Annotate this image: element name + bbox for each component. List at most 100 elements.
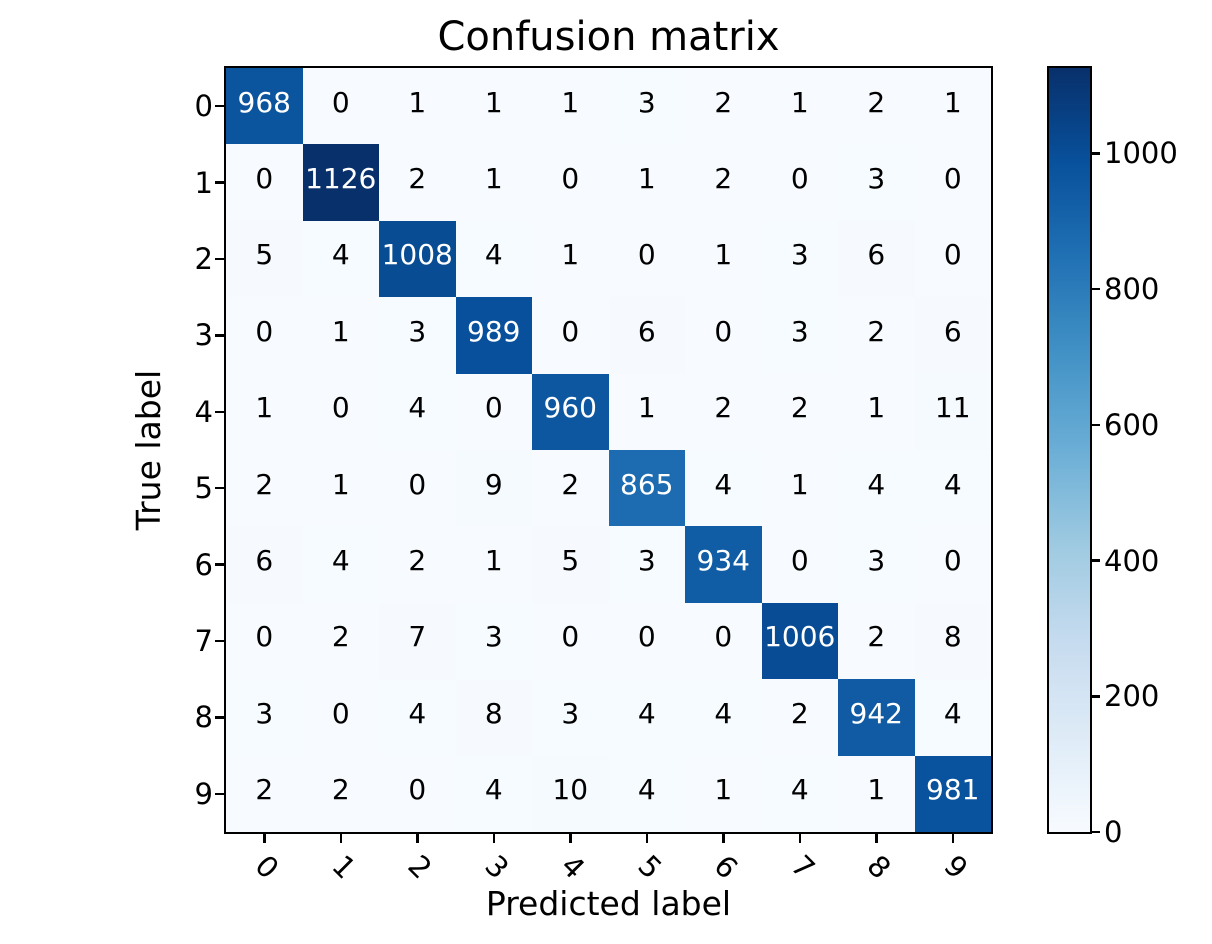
cell-value: 3 [484,620,503,654]
cell-value: 9 [484,467,503,501]
cell-value: 4 [867,467,886,501]
cell-value: 1006 [764,620,836,654]
cell-value: 0 [637,238,656,272]
cell-value: 1 [790,467,809,501]
cell-value: 4 [408,391,427,425]
y-tick-mark [215,257,224,261]
heatmap-cell: 4 [914,450,991,527]
cell-value: 0 [714,314,733,348]
heatmap-cell: 6 [914,297,991,374]
cell-value: 865 [620,467,674,501]
heatmap-cell: 4 [761,755,838,832]
x-tick-mark [875,834,878,843]
heatmap-plot-area: 968 0 1 1 1 3 2 1 2 1 0 1126 2 1 0 1 2 0 3 0 5 4 1008 4 1 0 1 3 6 0 0 1… [224,66,993,834]
heatmap-cell: 3 [761,220,838,298]
cell-value: 2 [867,85,886,119]
heatmap-cell: 2 [226,755,303,832]
heatmap-cell: 4 [685,679,762,756]
cell-value: 6 [637,314,656,348]
heatmap-cell: 2 [838,68,915,145]
heatmap-cell: 3 [455,602,532,680]
colorbar-tick-mark [1092,287,1100,291]
cell-value: 0 [484,391,503,425]
cell-value: 2 [790,391,809,425]
y-tick-label: 1 [194,165,213,200]
heatmap-cell: 4 [379,679,456,756]
cell-value: 1 [943,85,962,119]
cell-value: 6 [943,314,962,348]
heatmap-cell: 4 [608,679,685,756]
cell-value: 1 [714,773,733,807]
heatmap-cell: 3 [226,679,303,756]
cell-value: 981 [926,773,980,807]
cell-value: 934 [696,544,750,578]
cell-value: 10 [552,773,589,807]
cell-value: 4 [484,773,503,807]
heatmap-cell: 0 [608,602,685,680]
heatmap-cell: 0 [455,373,532,450]
y-tick-mark [215,410,224,414]
y-tick-label: 9 [194,776,213,811]
cell-value: 6 [255,544,274,578]
heatmap-cell: 5 [532,526,609,603]
y-tick-mark [215,104,224,108]
colorbar-tick-mark [1092,830,1100,834]
cell-value: 0 [255,620,274,654]
x-tick-mark [492,834,495,843]
y-axis-label: True label [129,369,168,531]
heatmap-cell: 2 [838,602,915,680]
heatmap-cell: 1 [608,373,685,450]
cell-value: 3 [867,162,886,196]
y-tick-mark [215,563,224,566]
cell-value: 0 [943,544,962,578]
heatmap-cell: 1 [455,526,532,603]
cell-value: 1126 [305,162,377,196]
heatmap-cell: 2 [379,526,456,603]
cell-value: 0 [561,314,580,348]
colorbar [1047,66,1092,834]
y-tick-label: 0 [194,89,213,124]
heatmap-cell: 0 [532,144,609,221]
heatmap-cell: 3 [838,526,915,603]
heatmap-cell: 1126 [302,144,379,221]
cell-value: 1 [867,391,886,425]
x-tick-mark [339,834,342,843]
heatmap-cell: 0 [685,297,762,374]
y-tick-mark [215,716,224,719]
cell-value: 1 [561,238,580,272]
heatmap-cell: 2 [685,144,762,221]
heatmap-cell: 0 [302,373,379,450]
heatmap-cell: 1 [685,755,762,832]
heatmap-cell: 2 [685,373,762,450]
cell-value: 11 [934,391,971,425]
heatmap-cell: 865 [608,450,685,527]
cell-value: 3 [561,696,580,730]
cell-value: 4 [790,773,809,807]
cell-value: 1 [637,162,656,196]
heatmap-cell: 3 [761,297,838,374]
cell-value: 2 [867,620,886,654]
heatmap-cell: 934 [685,526,762,603]
cell-value: 0 [408,773,427,807]
y-tick-label: 6 [194,547,213,582]
cell-value: 4 [637,696,656,730]
heatmap-cell: 0 [302,68,379,145]
y-tick-label: 4 [194,394,213,429]
heatmap-cell: 0 [379,755,456,832]
cell-value: 6 [867,238,886,272]
cell-value: 1 [484,162,503,196]
heatmap-cell: 4 [838,450,915,527]
heatmap-cell: 11 [914,373,991,450]
y-tick-label: 8 [194,700,213,735]
cell-value: 0 [331,696,350,730]
cell-value: 1 [790,85,809,119]
cell-value: 2 [867,314,886,348]
cell-value: 1 [561,85,580,119]
cell-value: 2 [714,162,733,196]
cell-value: 3 [408,314,427,348]
heatmap-cell: 6 [226,526,303,603]
cell-value: 0 [637,620,656,654]
x-tick-mark [263,834,266,843]
heatmap-cell: 0 [226,144,303,221]
